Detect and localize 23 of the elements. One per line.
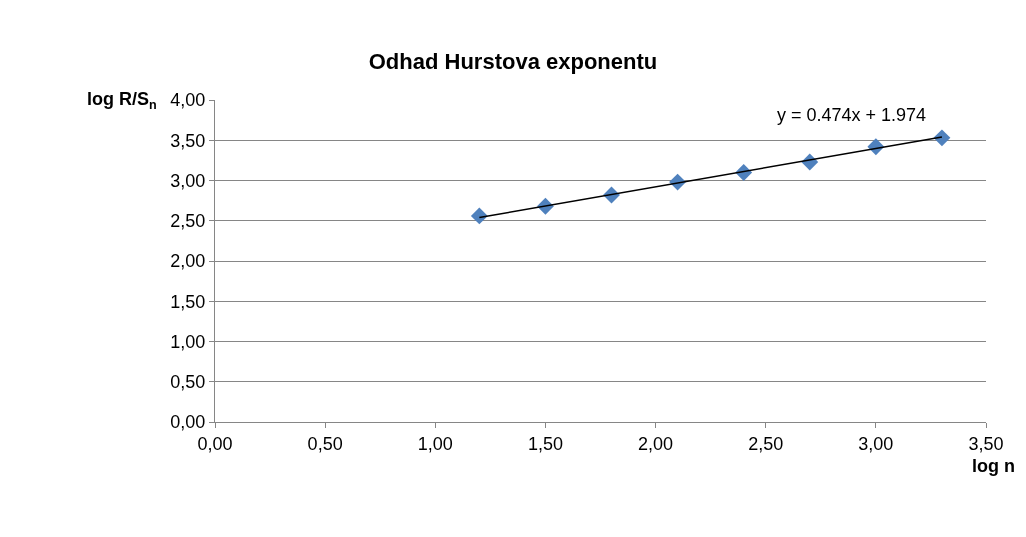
y-tick-label: 3,50 <box>170 130 206 151</box>
y-tick-label: 1,00 <box>170 331 206 352</box>
y-tick-label: 0,50 <box>170 372 206 393</box>
x-tick-label: 0,50 <box>307 433 343 454</box>
x-tick-label: 1,00 <box>417 433 453 454</box>
x-tick-label: 0,00 <box>197 433 233 454</box>
x-tick-label: 3,50 <box>968 433 1004 454</box>
annotation: y = 0.474x + 1.974 <box>777 105 927 125</box>
y-tick-label: 2,00 <box>170 251 206 272</box>
y-axis-title: log R/S$_{n}$ <box>87 89 157 112</box>
chart-title: Odhad Hurstova exponentu <box>368 49 658 75</box>
y-tick-label: 2,50 <box>170 211 206 232</box>
x-tick-label: 2,00 <box>638 433 674 454</box>
point <box>933 129 951 147</box>
x-axis-title: log n <box>972 456 1015 476</box>
x-tick-label: 1,50 <box>527 433 563 454</box>
y-tick-label: 4,00 <box>170 90 206 111</box>
point <box>470 207 488 225</box>
y-tick-label: 3,00 <box>170 170 206 191</box>
x-tick-label: 3,00 <box>858 433 894 454</box>
y-tick-label: 0,00 <box>170 412 206 433</box>
x-tick-label: 2,50 <box>748 433 784 454</box>
y-tick-label: 1,50 <box>170 291 206 312</box>
